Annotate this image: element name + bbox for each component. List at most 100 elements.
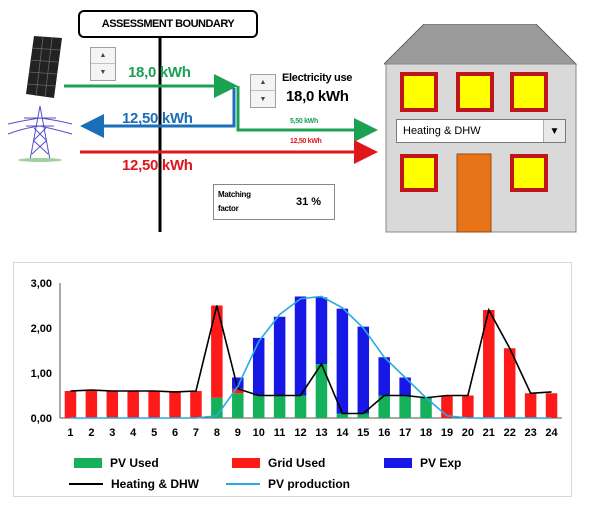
legend-swatch-cyan-line (226, 483, 260, 485)
bar-grid-used (462, 395, 474, 418)
line-heating-dhw (70, 305, 552, 415)
x-tick-label: 22 (504, 427, 516, 439)
bar-pv-exp (357, 326, 370, 414)
solar-panel-icon (26, 36, 62, 98)
x-tick-label: 3 (109, 427, 115, 439)
load-type-selected: Heating & DHW (403, 125, 481, 137)
electricity-increase-button[interactable]: ▲ (251, 75, 275, 91)
assessment-boundary-label: ASSESSMENT BOUNDARY (78, 10, 258, 38)
grid-to-load-value: 12,50 kWh (290, 138, 322, 145)
x-tick-label: 6 (172, 427, 178, 439)
electricity-decrease-button[interactable]: ▼ (259, 95, 267, 103)
legend-swatch-red (232, 458, 260, 468)
x-tick-label: 12 (294, 427, 306, 439)
x-tick-label: 14 (336, 427, 349, 439)
bar-pv-used (420, 397, 432, 418)
electricity-use-value: 18,0 kWh (286, 88, 349, 105)
chart-plot: 0,001,002,003,001 2 3 4 5 6 7 8 9 10 11 12 13 14 15 16 1… (31, 278, 562, 439)
bar-pv-exp (294, 296, 307, 396)
chevron-down-icon[interactable]: ▼ (543, 120, 565, 142)
x-tick-label: 23 (525, 427, 537, 439)
bar-pv-exp (315, 297, 328, 364)
bar-grid-used (441, 395, 453, 418)
x-tick-label: 11 (274, 427, 286, 439)
x-tick-label: 9 (235, 427, 241, 439)
pv-generation-value: 18,0 kWh (128, 64, 191, 81)
legend-swatch-black-line (69, 483, 103, 485)
x-tick-label: 24 (545, 427, 558, 439)
x-tick-label: 16 (378, 427, 390, 439)
bar-pv-exp (232, 377, 244, 389)
pv-to-load-arrow (236, 86, 378, 142)
bar-grid-used (85, 391, 98, 418)
x-tick-label: 8 (214, 427, 220, 439)
bar-pv-used (378, 395, 390, 418)
x-tick-label: 7 (193, 427, 199, 439)
bar-grid-used (524, 393, 537, 418)
legend-swatch-blue (384, 458, 412, 468)
legend-pv-used-label: PV Used (110, 456, 159, 470)
y-tick-label: 2,00 (31, 323, 52, 335)
pv-to-load-value: 5,50 kWh (290, 118, 318, 125)
bar-grid-used (232, 388, 244, 394)
pv-increase-button[interactable]: ▲ (91, 48, 115, 64)
bar-grid-used (169, 391, 181, 418)
bar-pv-used (294, 395, 307, 418)
legend-grid-used: Grid Used (232, 456, 325, 470)
bar-grid-used (64, 391, 77, 418)
legend-grid-used-label: Grid Used (268, 456, 326, 470)
bar-pv-used (273, 395, 286, 418)
bar-pv-used (252, 395, 265, 418)
x-tick-label: 18 (420, 427, 432, 439)
pv-spin-button[interactable]: ▲ ▼ (90, 47, 116, 81)
electricity-spin-button[interactable]: ▲ ▼ (250, 74, 276, 108)
legend-pv-production: PV production (226, 477, 350, 491)
bar-pv-exp (399, 377, 411, 396)
energy-flow-diagram: ▲ ▼ ▲ ▼ ASSESSMENT BOUNDARY 18,0 kWh 12,… (7, 10, 578, 233)
legend-pv-production-label: PV production (268, 477, 350, 491)
electricity-use-label: Electricity use (282, 72, 353, 84)
bar-grid-used (106, 391, 119, 418)
legend-heating: Heating & DHW (69, 477, 199, 491)
x-tick-label: 1 (67, 427, 73, 439)
matching-factor-label: Matching factor (218, 190, 251, 213)
bar-pv-used (357, 413, 370, 418)
grid-import-value: 12,50 kWh (122, 157, 193, 174)
x-tick-label: 2 (88, 427, 94, 439)
bar-grid-used (190, 391, 202, 418)
x-tick-label: 4 (130, 427, 137, 439)
legend-swatch-green (74, 458, 102, 468)
bar-pv-exp (378, 357, 390, 396)
y-tick-label: 0,00 (31, 413, 52, 425)
matching-factor-box: Matching factor 31 % (213, 184, 335, 220)
load-type-dropdown[interactable]: Heating & DHW ▼ (396, 119, 566, 143)
legend-pv-exp-label: PV Exp (420, 456, 462, 470)
bar-pv-used (399, 395, 411, 418)
export-flow-arrow (80, 88, 236, 138)
bar-pv-exp (273, 316, 286, 396)
bar-pv-exp (252, 337, 265, 396)
x-tick-label: 19 (441, 427, 453, 439)
power-pylon-icon (7, 105, 73, 162)
house-illustration (384, 24, 578, 233)
bar-grid-used (503, 348, 516, 418)
x-tick-label: 17 (399, 427, 411, 439)
bar-grid-used (127, 391, 139, 418)
legend-heating-label: Heating & DHW (111, 477, 199, 491)
legend-pv-used: PV Used (74, 456, 159, 470)
y-tick-label: 1,00 (31, 368, 52, 380)
bar-grid-used (148, 391, 160, 418)
x-tick-label: 21 (483, 427, 495, 439)
x-tick-label: 20 (462, 427, 474, 439)
legend-pv-exp: PV Exp (384, 456, 461, 470)
x-tick-label: 5 (151, 427, 157, 439)
y-tick-label: 3,00 (31, 278, 52, 290)
grid-export-value: 12,50 kWh (122, 110, 193, 127)
x-tick-label: 10 (253, 427, 265, 439)
bar-pv-used (336, 413, 349, 418)
bar-grid-used (483, 310, 495, 418)
bar-pv-used (232, 393, 244, 418)
matching-factor-value: 31 % (296, 196, 322, 208)
x-tick-label: 15 (357, 427, 369, 439)
pv-decrease-button[interactable]: ▼ (99, 68, 107, 76)
